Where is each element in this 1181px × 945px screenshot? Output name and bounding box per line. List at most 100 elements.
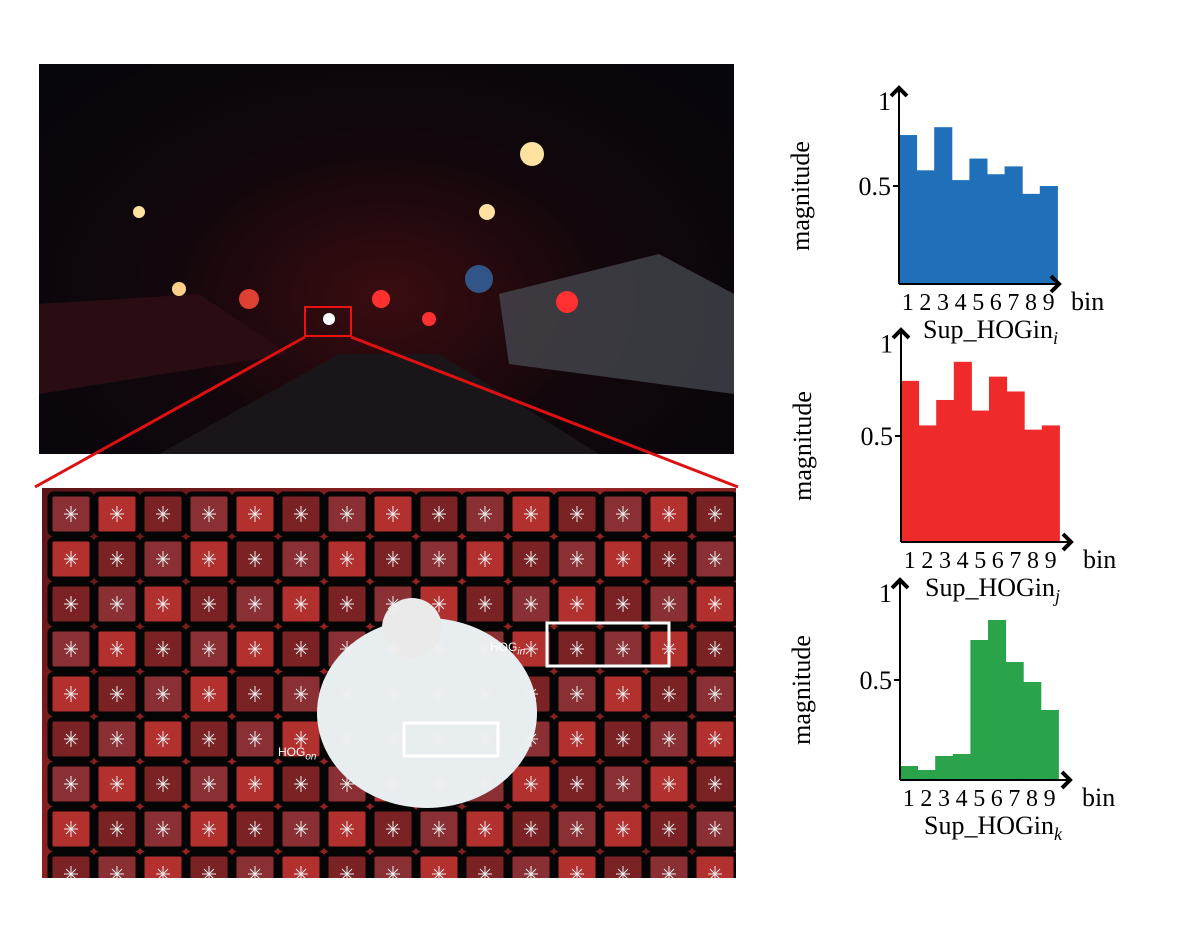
hog-star-icon (432, 731, 446, 747)
x-tick-label: 1 (904, 548, 916, 574)
hog-star-icon (708, 641, 722, 657)
bar-1-2 (916, 170, 935, 284)
hog-star-icon (478, 686, 492, 702)
hog-star-icon (110, 821, 124, 837)
hog-star-icon (708, 866, 722, 878)
x-tick-label: 7 (1009, 548, 1021, 574)
hog-star-icon (110, 866, 124, 878)
hog-star-icon (478, 821, 492, 837)
hog-star-icon (64, 866, 78, 878)
hog-star-icon (202, 731, 216, 747)
x-axis-label: bin (1082, 783, 1115, 812)
street-photo (39, 64, 734, 454)
hog-star-icon (248, 776, 262, 792)
y-tick-label: 0.5 (859, 172, 892, 201)
hog-star-icon (708, 506, 722, 522)
y-tick-label: 0.5 (860, 666, 893, 695)
y-axis-label: magnitude (788, 391, 817, 501)
x-tick-label: 6 (991, 786, 1003, 812)
bar-3-3 (935, 756, 954, 780)
hog-star-icon (340, 821, 354, 837)
chart-caption-sub: j (1053, 586, 1060, 606)
hog-star-icon (478, 506, 492, 522)
bar-2-4 (953, 361, 972, 542)
hog-star-icon (708, 686, 722, 702)
hog-star-icon (202, 506, 216, 522)
bar-2-6 (989, 376, 1008, 542)
hog-star-icon (708, 821, 722, 837)
x-tick-label: 9 (1043, 290, 1055, 316)
hog-in-label: HOGin (490, 640, 526, 658)
x-tick-label: 1 (902, 290, 914, 316)
x-tick-label: 9 (1044, 786, 1056, 812)
bar-2-2 (918, 425, 937, 542)
hog-star-icon (248, 731, 262, 747)
hog-star-icon (432, 821, 446, 837)
hog-star-icon (570, 821, 584, 837)
x-axis-arrow-icon (1061, 532, 1074, 552)
hog-star-icon (248, 551, 262, 567)
hog-star-icon (662, 506, 676, 522)
hog-star-icon (248, 506, 262, 522)
hog-star-icon (110, 776, 124, 792)
hog-star-icon (110, 686, 124, 702)
street-photo-art (39, 142, 734, 454)
hog-star-icon (294, 731, 308, 747)
x-tick-label: 7 (1007, 290, 1019, 316)
hog-star-icon (616, 506, 630, 522)
hog-star-icon (156, 731, 170, 747)
x-tick-label: 3 (939, 548, 951, 574)
hog-star-icon (386, 821, 400, 837)
hog-star-icon (110, 641, 124, 657)
x-tick-label: 5 (974, 548, 986, 574)
hog-star-icon (524, 551, 538, 567)
hog-star-icon (64, 821, 78, 837)
y-tick-label: 1 (880, 330, 893, 359)
hog-star-icon (340, 776, 354, 792)
bar-2-5 (971, 410, 990, 542)
hog-star-icon (248, 686, 262, 702)
bar-3-2 (917, 770, 936, 780)
hog-star-icon (570, 776, 584, 792)
y-axis-label: magnitude (787, 635, 816, 745)
hog-star-icon (524, 596, 538, 612)
x-tick-label: 8 (1025, 290, 1037, 316)
hog-star-icon (110, 551, 124, 567)
hog-star-icon (432, 551, 446, 567)
hog-star-icon (294, 866, 308, 878)
hog-star-icon (662, 596, 676, 612)
bar-3-4 (952, 754, 971, 780)
hog-star-icon (570, 686, 584, 702)
hog-star-icon (156, 866, 170, 878)
x-tick-label: 9 (1045, 548, 1057, 574)
x-axis-label: bin (1071, 287, 1104, 316)
hog-star-icon (386, 776, 400, 792)
hog-star-icon (64, 506, 78, 522)
hog-star-icon (570, 596, 584, 612)
hog-star-icon (156, 641, 170, 657)
bar-1-9 (1039, 186, 1058, 284)
y-tick-label: 1 (879, 579, 892, 608)
hog-star-icon (110, 506, 124, 522)
chart-caption-main: Sup_HOGin (925, 573, 1055, 602)
hog-star-icon (662, 866, 676, 878)
hog-star-icon (248, 596, 262, 612)
bar-3-5 (970, 640, 989, 780)
hog-star-icon (386, 866, 400, 878)
hog-star-icon (662, 821, 676, 837)
bar-2-3 (936, 399, 955, 542)
hog-star-icon (202, 776, 216, 792)
hog-star-icon (340, 551, 354, 567)
hog-star-icon (478, 866, 492, 878)
bar-3-1 (900, 766, 919, 780)
hog-star-icon (432, 506, 446, 522)
hog-star-icon (570, 641, 584, 657)
bar-3-6 (988, 620, 1007, 780)
hog-star-icon (616, 776, 630, 792)
chart-caption: Sup_HOGink (924, 811, 1063, 844)
hog-star-icon (110, 731, 124, 747)
zoomed-superpixel-photo: HOGin HOGon (42, 488, 736, 878)
hog-star-icon (478, 551, 492, 567)
hog-star-icon (432, 596, 446, 612)
